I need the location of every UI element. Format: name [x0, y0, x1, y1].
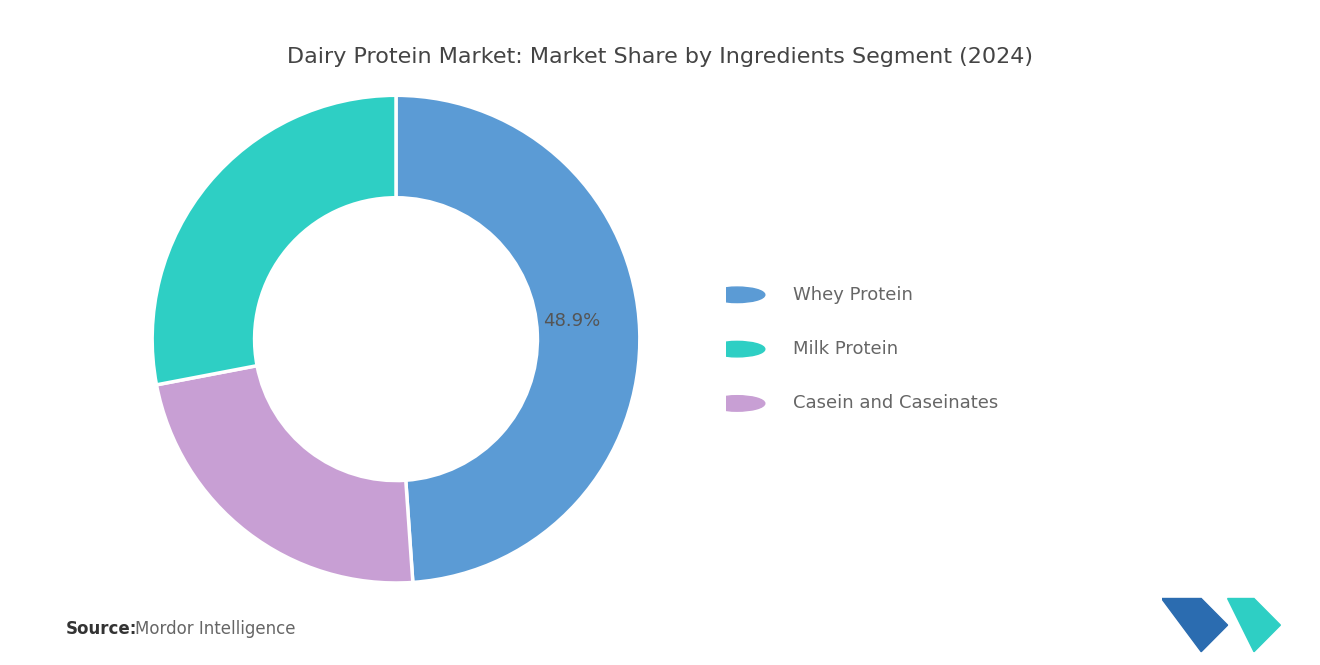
Polygon shape: [1162, 598, 1228, 652]
Text: 48.9%: 48.9%: [543, 312, 601, 330]
Circle shape: [709, 396, 764, 411]
Polygon shape: [1228, 598, 1280, 652]
Text: Whey Protein: Whey Protein: [792, 286, 912, 304]
Wedge shape: [396, 95, 640, 583]
Wedge shape: [157, 366, 413, 583]
Text: Source:: Source:: [66, 620, 137, 638]
Text: Casein and Caseinates: Casein and Caseinates: [792, 394, 998, 412]
Text: Dairy Protein Market: Market Share by Ingredients Segment (2024): Dairy Protein Market: Market Share by In…: [286, 47, 1034, 66]
Text: Milk Protein: Milk Protein: [792, 340, 898, 358]
Circle shape: [709, 287, 764, 303]
Wedge shape: [152, 95, 396, 385]
Text: Mordor Intelligence: Mordor Intelligence: [135, 620, 296, 638]
Circle shape: [709, 341, 764, 357]
